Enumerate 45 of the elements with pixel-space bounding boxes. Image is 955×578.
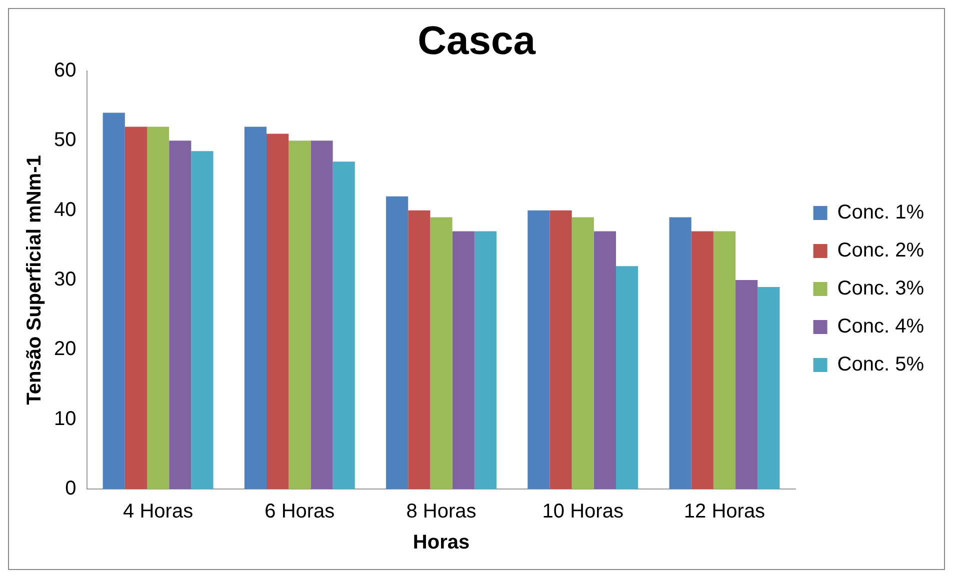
x-tick-label: 6 Horas (264, 500, 335, 523)
y-tick-label: 10 (54, 408, 76, 430)
bar (550, 210, 572, 489)
legend-label: Conc. 3% (837, 278, 924, 300)
bar (288, 140, 311, 489)
bar (124, 126, 148, 489)
y-tick-label: 50 (54, 129, 76, 152)
x-tick-label: 10 Horas (542, 500, 624, 523)
chart-title: Casca (418, 19, 536, 64)
bar (332, 162, 355, 489)
bar (669, 217, 692, 489)
y-tick-label: 30 (54, 268, 76, 291)
y-tick-label: 60 (54, 60, 76, 82)
bar (430, 217, 452, 489)
bar (758, 286, 780, 489)
y-axis-title: Tensão Superficial mNm-1 (24, 155, 46, 405)
bar (244, 126, 267, 489)
y-tick-label: 40 (54, 198, 76, 221)
bar (452, 231, 474, 489)
bar (191, 151, 214, 489)
legend-label: Conc. 1% (837, 202, 924, 224)
legend-label: Conc. 4% (837, 316, 924, 338)
bar (266, 134, 289, 489)
bar (736, 280, 758, 489)
bar (594, 231, 616, 489)
bar (169, 140, 192, 489)
bar (616, 266, 638, 489)
legend-label: Conc. 2% (837, 240, 924, 262)
bar (474, 231, 496, 489)
y-tick-label: 0 (65, 478, 76, 500)
bar (691, 231, 714, 489)
bar (572, 217, 594, 489)
bar (408, 210, 430, 489)
bar (147, 126, 170, 489)
bar (102, 112, 125, 489)
bar (528, 210, 550, 489)
x-tick-label: 8 Horas (406, 500, 476, 523)
y-tick-label: 20 (54, 338, 76, 360)
x-tick-label: 4 Horas (123, 500, 194, 523)
x-tick-label: 12 Horas (684, 500, 766, 523)
legend-label: Conc. 5% (837, 354, 924, 376)
bar (386, 196, 408, 489)
bar (310, 140, 333, 489)
x-axis-title: Horas (412, 532, 470, 554)
bar (713, 231, 736, 489)
